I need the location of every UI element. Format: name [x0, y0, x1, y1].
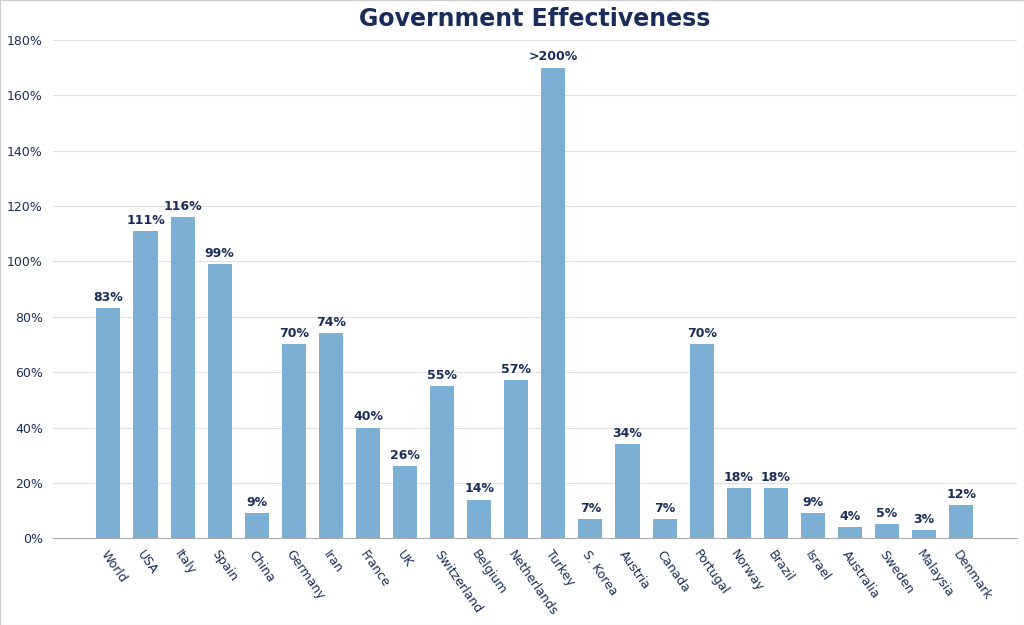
Bar — [615, 444, 640, 538]
Bar — [579, 519, 602, 538]
Bar — [949, 505, 973, 538]
Title: Government Effectiveness: Government Effectiveness — [359, 7, 711, 31]
Text: 40%: 40% — [353, 411, 383, 423]
Bar — [874, 524, 899, 538]
Text: 70%: 70% — [279, 328, 309, 340]
Bar — [542, 68, 565, 538]
Text: 18%: 18% — [724, 471, 754, 484]
Text: 99%: 99% — [205, 247, 234, 260]
Bar — [727, 489, 751, 538]
Text: 4%: 4% — [840, 510, 860, 523]
Bar — [282, 344, 306, 538]
Bar — [430, 386, 455, 538]
Text: >200%: >200% — [528, 51, 578, 63]
Text: 7%: 7% — [654, 502, 675, 515]
Bar — [764, 489, 787, 538]
Text: 9%: 9% — [802, 496, 823, 509]
Text: 34%: 34% — [612, 427, 642, 440]
Bar — [912, 530, 936, 538]
Bar — [318, 333, 343, 538]
Bar — [133, 231, 158, 538]
Bar — [96, 309, 121, 538]
Bar — [689, 344, 714, 538]
Text: 12%: 12% — [946, 488, 976, 501]
Bar — [504, 381, 528, 538]
Bar — [208, 264, 231, 538]
Bar — [245, 513, 268, 538]
Bar — [652, 519, 677, 538]
Text: 111%: 111% — [126, 214, 165, 227]
Text: 70%: 70% — [687, 328, 717, 340]
Text: 7%: 7% — [580, 502, 601, 515]
Bar — [393, 466, 417, 538]
Text: 18%: 18% — [761, 471, 791, 484]
Text: 57%: 57% — [502, 363, 531, 376]
Text: 55%: 55% — [427, 369, 457, 382]
Bar — [838, 528, 862, 538]
Text: 9%: 9% — [246, 496, 267, 509]
Text: 116%: 116% — [163, 200, 202, 213]
Bar — [467, 499, 492, 538]
Bar — [801, 513, 825, 538]
Text: 3%: 3% — [913, 513, 935, 526]
Text: 14%: 14% — [464, 482, 495, 496]
Bar — [356, 428, 380, 538]
Text: 5%: 5% — [877, 508, 898, 521]
Text: 83%: 83% — [93, 291, 123, 304]
Bar — [171, 217, 195, 538]
Text: 74%: 74% — [315, 316, 346, 329]
Text: 26%: 26% — [390, 449, 420, 462]
